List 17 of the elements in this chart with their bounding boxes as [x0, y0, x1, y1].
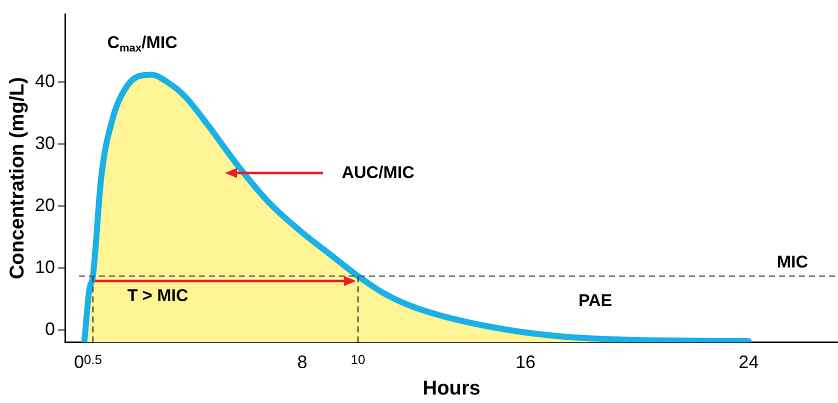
y-tick-label: 10 [34, 257, 56, 278]
y-tick-label: 20 [34, 195, 56, 216]
y-tick-label: 0 [45, 318, 56, 339]
x-axis-title: Hours [422, 378, 480, 400]
x-tick-label: 8 [297, 352, 308, 372]
annotation: AUC/MIC [342, 162, 414, 182]
x-tick-label: 16 [515, 352, 536, 372]
annotation: PAE [578, 291, 612, 310]
y-axis-title: Concentration (mg/L) [6, 77, 29, 280]
x-tick-label: 10 [350, 352, 366, 367]
ref-line-label: MIC [776, 252, 808, 272]
y-tick-label: 40 [34, 71, 56, 92]
x-tick-label: 24 [738, 352, 759, 372]
annotation: T > MIC [127, 286, 188, 306]
y-tick-label: 30 [34, 133, 56, 154]
x-tick-label: 0 [74, 352, 84, 372]
x-tick-label: 0.5 [84, 352, 102, 367]
